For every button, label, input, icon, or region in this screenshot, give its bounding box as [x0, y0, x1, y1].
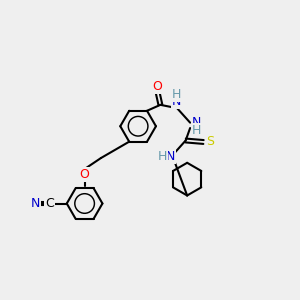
Text: N: N [192, 116, 201, 129]
Text: C: C [46, 197, 54, 210]
Text: H: H [172, 88, 182, 101]
Text: H: H [158, 150, 167, 163]
Text: N: N [172, 95, 182, 108]
Text: O: O [80, 168, 89, 181]
Text: O: O [152, 80, 162, 93]
Text: S: S [206, 136, 214, 148]
Text: N: N [166, 150, 176, 163]
Text: N: N [31, 197, 40, 210]
Text: H: H [192, 124, 201, 137]
